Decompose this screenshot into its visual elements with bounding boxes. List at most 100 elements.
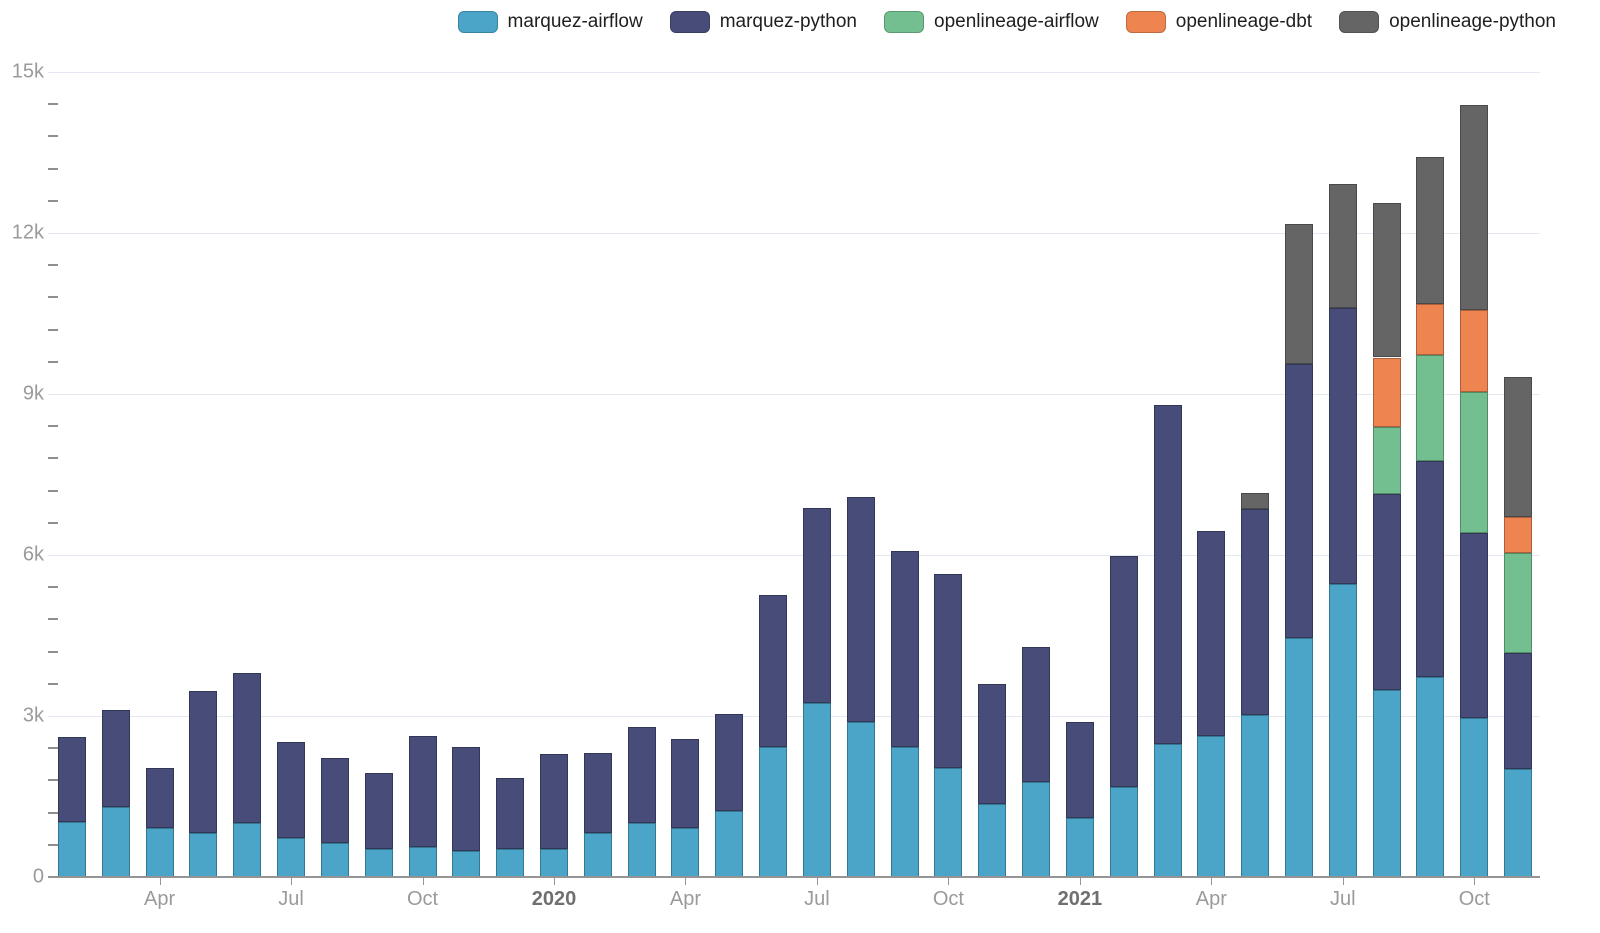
bar-segment-marquez-python[interactable] (583, 753, 612, 833)
gridline (48, 555, 1540, 556)
bar-segment-marquez-python[interactable] (233, 673, 262, 824)
x-axis-tick (553, 878, 555, 885)
bar-segment-marquez-airflow[interactable] (408, 846, 437, 877)
bar-segment-marquez-python[interactable] (57, 736, 86, 823)
bar-segment-marquez-python[interactable] (627, 727, 656, 824)
bar-segment-marquez-airflow[interactable] (277, 837, 306, 877)
bar-segment-openlineage-python[interactable] (1460, 104, 1489, 311)
bar-segment-marquez-python[interactable] (759, 595, 788, 748)
bar-segment-marquez-airflow[interactable] (539, 849, 568, 877)
bar-segment-openlineage-dbt[interactable] (1460, 310, 1489, 393)
bar-segment-openlineage-python[interactable] (1504, 377, 1533, 518)
bar-segment-marquez-airflow[interactable] (715, 810, 744, 877)
bar-segment-marquez-airflow[interactable] (627, 823, 656, 877)
bar-segment-marquez-airflow[interactable] (1460, 718, 1489, 877)
bar-segment-marquez-python[interactable] (1372, 494, 1401, 691)
bar-segment-openlineage-airflow[interactable] (1416, 355, 1445, 462)
bar-segment-marquez-airflow[interactable] (452, 851, 481, 877)
bar-segment-marquez-airflow[interactable] (934, 768, 963, 877)
bar-segment-marquez-python[interactable] (101, 710, 130, 808)
bar-segment-openlineage-airflow[interactable] (1504, 553, 1533, 654)
bar-segment-marquez-airflow[interactable] (1284, 638, 1313, 877)
bar-segment-marquez-python[interactable] (1460, 532, 1489, 719)
bar-segment-marquez-python[interactable] (1328, 308, 1357, 584)
bar-segment-marquez-python[interactable] (408, 735, 437, 847)
bar-segment-marquez-airflow[interactable] (57, 822, 86, 877)
bar-segment-marquez-python[interactable] (539, 754, 568, 850)
bar-segment-openlineage-python[interactable] (1284, 224, 1313, 365)
legend-item-marquez-python[interactable]: marquez-python (669, 11, 857, 33)
bar-segment-openlineage-python[interactable] (1328, 183, 1357, 309)
legend-item-marquez-airflow[interactable]: marquez-airflow (457, 11, 643, 33)
bar-segment-marquez-python[interactable] (277, 742, 306, 838)
bar-segment-marquez-airflow[interactable] (759, 747, 788, 877)
bar-segment-marquez-airflow[interactable] (846, 721, 875, 877)
legend-swatch-icon (884, 11, 924, 33)
bar-segment-marquez-airflow[interactable] (1022, 782, 1051, 877)
bar-segment-marquez-airflow[interactable] (1065, 817, 1094, 877)
bar-segment-marquez-python[interactable] (715, 714, 744, 811)
bar-segment-marquez-python[interactable] (1109, 556, 1138, 787)
bar-segment-marquez-airflow[interactable] (1372, 690, 1401, 877)
bar-segment-marquez-airflow[interactable] (496, 849, 525, 877)
legend-item-openlineage-dbt[interactable]: openlineage-dbt (1125, 11, 1312, 33)
gridline (48, 72, 1540, 73)
bar-segment-marquez-python[interactable] (1153, 405, 1182, 744)
bar-segment-marquez-airflow[interactable] (1416, 677, 1445, 877)
bar-segment-marquez-python[interactable] (320, 758, 349, 843)
bar-segment-marquez-python[interactable] (1504, 653, 1533, 770)
bar-segment-openlineage-dbt[interactable] (1372, 357, 1401, 428)
bar-segment-marquez-airflow[interactable] (1241, 714, 1270, 877)
bar-segment-marquez-python[interactable] (671, 739, 700, 829)
bar-segment-marquez-airflow[interactable] (978, 804, 1007, 877)
legend-item-openlineage-airflow[interactable]: openlineage-airflow (884, 11, 1099, 33)
x-axis-tick (1211, 878, 1213, 885)
bar-segment-marquez-airflow[interactable] (1153, 743, 1182, 877)
bar-segment-marquez-airflow[interactable] (890, 747, 919, 877)
bar-segment-marquez-python[interactable] (1416, 461, 1445, 678)
bar-segment-marquez-python[interactable] (1241, 509, 1270, 715)
legend-item-openlineage-python[interactable]: openlineage-python (1339, 11, 1556, 33)
bar-segment-marquez-python[interactable] (890, 551, 919, 748)
bar-segment-openlineage-airflow[interactable] (1372, 427, 1401, 495)
y-minor-tick (48, 682, 58, 685)
bar-segment-marquez-python[interactable] (145, 768, 174, 829)
bar-segment-marquez-airflow[interactable] (320, 842, 349, 877)
bar-segment-openlineage-dbt[interactable] (1416, 304, 1445, 356)
bar-segment-marquez-python[interactable] (1022, 647, 1051, 782)
x-axis-tick (816, 878, 818, 885)
y-minor-tick (48, 360, 58, 363)
bar-segment-marquez-airflow[interactable] (364, 849, 393, 877)
bar-segment-marquez-python[interactable] (496, 778, 525, 850)
bar-segment-marquez-airflow[interactable] (1328, 583, 1357, 877)
bar-segment-marquez-python[interactable] (189, 691, 218, 833)
bar-segment-marquez-airflow[interactable] (802, 703, 831, 877)
bar-segment-openlineage-dbt[interactable] (1504, 517, 1533, 554)
bar-segment-marquez-python[interactable] (452, 747, 481, 852)
y-minor-tick (48, 167, 58, 170)
y-axis-label: 3k (22, 704, 44, 727)
bar-segment-marquez-airflow[interactable] (101, 807, 130, 877)
bar-segment-openlineage-python[interactable] (1241, 493, 1270, 510)
bar-segment-marquez-airflow[interactable] (233, 823, 262, 877)
x-axis-label: Oct (406, 888, 439, 910)
bar-segment-openlineage-airflow[interactable] (1460, 392, 1489, 533)
bar-segment-marquez-python[interactable] (846, 497, 875, 722)
bar-segment-marquez-airflow[interactable] (1504, 769, 1533, 877)
bar-segment-marquez-python[interactable] (364, 772, 393, 850)
bar-segment-marquez-airflow[interactable] (671, 828, 700, 877)
bar-segment-marquez-airflow[interactable] (1197, 735, 1226, 877)
bar-segment-marquez-airflow[interactable] (145, 828, 174, 877)
bar-segment-openlineage-python[interactable] (1372, 203, 1401, 358)
bar-segment-marquez-python[interactable] (1065, 721, 1094, 818)
bar-segment-marquez-python[interactable] (1197, 531, 1226, 736)
bar-segment-marquez-airflow[interactable] (189, 832, 218, 877)
bar-segment-marquez-airflow[interactable] (1109, 786, 1138, 877)
y-minor-tick (48, 650, 58, 653)
bar-segment-marquez-python[interactable] (934, 574, 963, 769)
bar-segment-marquez-airflow[interactable] (583, 832, 612, 877)
bar-segment-marquez-python[interactable] (802, 508, 831, 704)
bar-segment-openlineage-python[interactable] (1416, 157, 1445, 305)
bar-segment-marquez-python[interactable] (978, 684, 1007, 804)
bar-segment-marquez-python[interactable] (1284, 364, 1313, 639)
